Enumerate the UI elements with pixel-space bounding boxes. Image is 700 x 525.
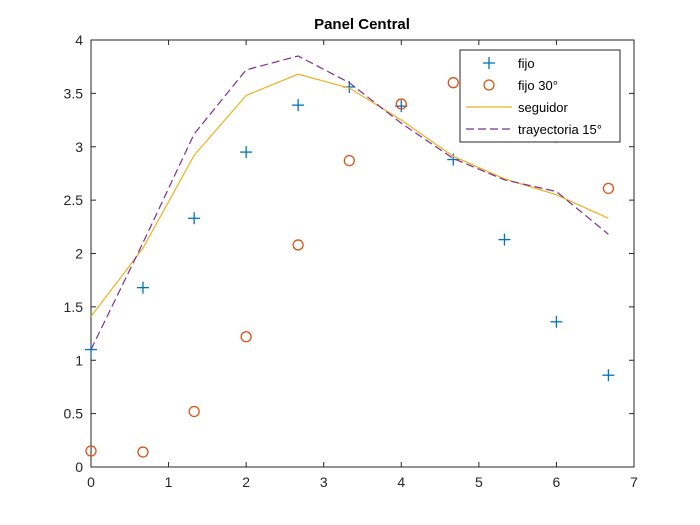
data-point — [85, 445, 97, 457]
legend-label: seguidor — [518, 100, 569, 115]
data-point — [292, 99, 305, 112]
legend-label: fijo 30° — [518, 78, 558, 93]
series-4 — [90, 55, 609, 350]
legend-label: fijo — [518, 56, 535, 71]
x-tick-label: 3 — [320, 474, 328, 490]
y-tick-label: 2.5 — [64, 192, 84, 208]
data-point — [550, 315, 563, 328]
data-point — [85, 343, 97, 356]
y-tick-label: 1.5 — [64, 299, 84, 315]
x-tick-label: 2 — [242, 474, 250, 490]
y-tick-label: 0 — [75, 459, 83, 475]
x-tick-label: 0 — [87, 474, 95, 490]
y-tick-label: 4 — [75, 32, 83, 48]
legend-circle-marker — [483, 79, 495, 91]
data-point — [188, 212, 201, 225]
series-3 — [90, 73, 609, 317]
y-tick-label: 2 — [75, 246, 83, 262]
y-tick-label: 3.5 — [64, 85, 84, 101]
legend-box — [459, 49, 621, 143]
data-point — [498, 233, 511, 246]
data-point — [240, 331, 252, 343]
series-line — [90, 55, 609, 350]
x-tick-label: 5 — [475, 474, 483, 490]
series-line — [90, 73, 609, 317]
data-point — [395, 98, 407, 110]
data-point — [240, 146, 253, 159]
legend-symbol — [483, 79, 495, 91]
data-point — [137, 446, 149, 458]
y-axis: 0 0.5 1 1.5 2 2.5 3 3.5 4 — [64, 32, 634, 475]
data-point — [602, 182, 615, 195]
data-point — [292, 239, 304, 251]
y-tick-label: 3 — [75, 139, 83, 155]
x-tick-label: 4 — [397, 474, 405, 490]
data-point — [602, 369, 615, 382]
y-tick-label: 1 — [75, 352, 83, 368]
x-tick-label: 1 — [165, 474, 173, 490]
data-point — [343, 154, 355, 167]
chart-title: Panel Central — [314, 16, 410, 33]
data-point — [447, 77, 459, 89]
x-tick-label: 7 — [630, 474, 638, 490]
legend: fijo fijo 30° seguidor trayectoria 15° — [459, 49, 621, 143]
legend-plus-marker — [483, 57, 495, 69]
legend-symbol — [483, 57, 495, 69]
x-axis: 0 1 2 3 4 5 6 7 — [87, 40, 638, 490]
data-point — [188, 405, 200, 418]
x-tick-label: 6 — [553, 474, 561, 490]
data-point — [136, 281, 149, 294]
y-tick-label: 0.5 — [64, 406, 84, 422]
legend-label: trayectoria 15° — [518, 122, 602, 137]
